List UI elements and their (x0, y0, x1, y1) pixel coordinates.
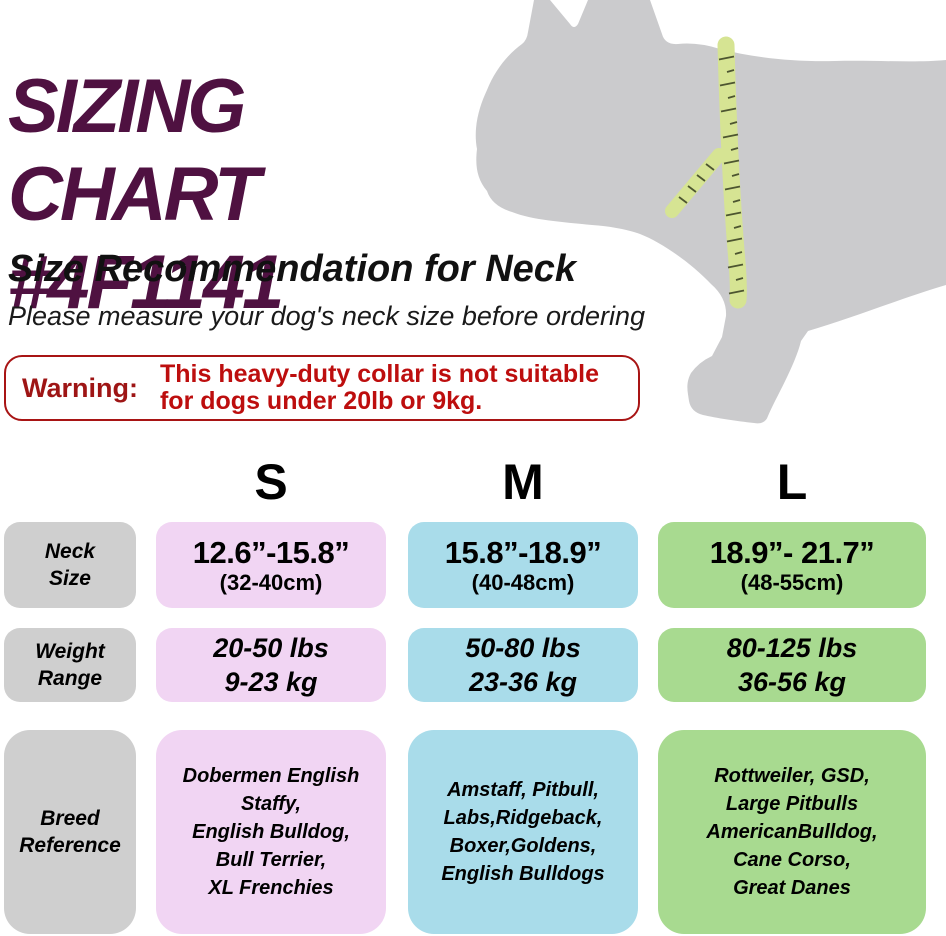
row-label-text: Breed Reference (19, 807, 121, 857)
row-label-breed-reference: Breed Reference (4, 730, 136, 934)
neck-size-cm: (32-40cm) (219, 569, 323, 595)
breed-reference-cell-l: Rottweiler, GSD, Large Pitbulls American… (658, 730, 926, 934)
neck-size-inches: 18.9”- 21.7” (709, 534, 875, 570)
measuring-tape-neck (665, 148, 726, 218)
column-header-m: M (502, 454, 544, 510)
measuring-tape-vertical (717, 36, 747, 309)
neck-size-cm: (40-48cm) (471, 569, 575, 595)
page-title: SIZING CHART #4F1141 (8, 64, 284, 325)
weight-range-text: 20-50 lbs 9-23 kg (213, 633, 329, 697)
neck-size-inches: 15.8”-18.9” (444, 534, 602, 570)
neck-size-inches: 12.6”-15.8” (192, 534, 350, 570)
column-header-l: L (776, 454, 808, 510)
neck-size-cell-s: 12.6”-15.8” (32-40cm) (156, 522, 386, 608)
dog-silhouette (475, 0, 946, 424)
dog-illustration (470, 0, 946, 440)
row-label-text: Weight Range (35, 640, 105, 690)
weight-range-cell-m: 50-80 lbs 23-36 kg (408, 628, 638, 702)
column-header-s: S (254, 454, 288, 510)
tape-ticks-diagonal (678, 163, 715, 204)
warning-label: Warning: (22, 372, 138, 403)
breed-list: Amstaff, Pitbull, Labs,Ridgeback, Boxer,… (441, 779, 605, 885)
row-label-weight-range: Weight Range (4, 628, 136, 702)
weight-range-text: 80-125 lbs 36-56 kg (726, 633, 858, 697)
warning-box: Warning: This heavy-duty collar is not s… (4, 355, 640, 421)
breed-list: Rottweiler, GSD, Large Pitbulls American… (706, 765, 878, 899)
breed-list: Dobermen English Staffy, English Bulldog… (182, 765, 360, 899)
row-label-text: Neck Size (44, 540, 96, 590)
weight-range-text: 50-80 lbs 23-36 kg (465, 633, 581, 697)
subtitle: Size Recommendation for Neck (8, 248, 577, 290)
breed-reference-cell-m: Amstaff, Pitbull, Labs,Ridgeback, Boxer,… (408, 730, 638, 934)
warning-message: This heavy-duty collar is not suitable f… (159, 360, 599, 415)
dog-silhouette-svg (475, 0, 946, 424)
weight-range-cell-l: 80-125 lbs 36-56 kg (658, 628, 926, 702)
row-label-neck-size: Neck Size (4, 522, 136, 608)
tape-ticks-long (718, 55, 745, 295)
neck-size-cm: (48-55cm) (740, 569, 844, 595)
neck-size-cell-m: 15.8”-18.9” (40-48cm) (408, 522, 638, 608)
breed-reference-cell-s: Dobermen English Staffy, English Bulldog… (156, 730, 386, 934)
measure-instruction: Please measure your dog's neck size befo… (8, 301, 646, 331)
neck-size-cell-l: 18.9”- 21.7” (48-55cm) (658, 522, 926, 608)
weight-range-cell-s: 20-50 lbs 9-23 kg (156, 628, 386, 702)
tape-ticks-short (726, 69, 744, 281)
